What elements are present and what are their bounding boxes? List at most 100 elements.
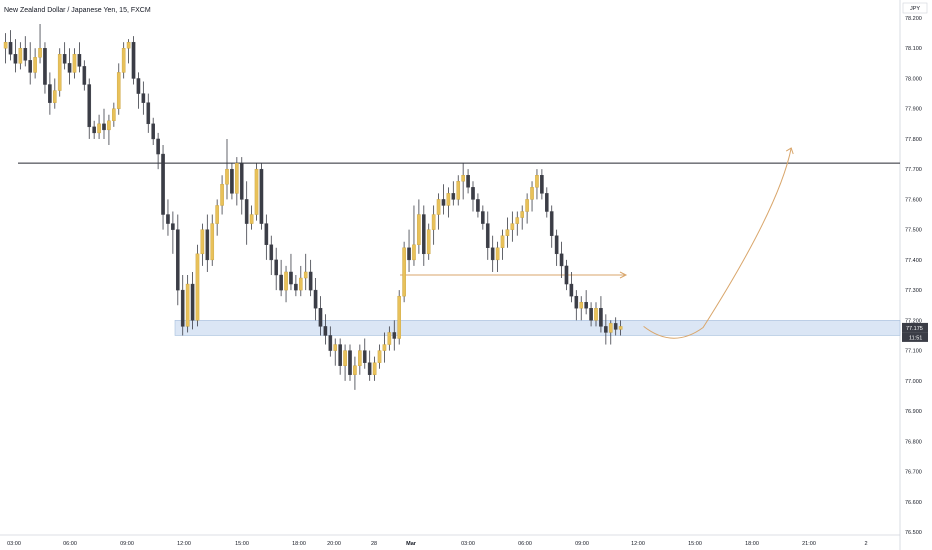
candle-up[interactable]: [112, 108, 116, 121]
candle-down[interactable]: [407, 247, 411, 261]
candle-up[interactable]: [195, 253, 200, 321]
candle-down[interactable]: [584, 302, 588, 309]
candle-down[interactable]: [151, 123, 156, 140]
candle-down[interactable]: [313, 289, 318, 309]
candle-down[interactable]: [102, 123, 106, 131]
candle-down[interactable]: [264, 223, 269, 245]
candle-down[interactable]: [92, 126, 96, 134]
candle-down[interactable]: [13, 54, 18, 64]
candle-up[interactable]: [225, 168, 229, 185]
candle-up[interactable]: [303, 271, 308, 279]
candle-down[interactable]: [589, 308, 593, 321]
projection-curve[interactable]: [643, 147, 792, 339]
candle-down[interactable]: [166, 214, 170, 224]
candle-down[interactable]: [485, 223, 490, 248]
candle-up[interactable]: [3, 41, 8, 49]
candle-up[interactable]: [210, 223, 215, 261]
candle-up[interactable]: [72, 54, 77, 73]
candle-down[interactable]: [367, 362, 372, 375]
candle-down[interactable]: [190, 283, 195, 321]
candle-down[interactable]: [294, 283, 298, 291]
candle-up[interactable]: [530, 187, 534, 200]
candle-down[interactable]: [323, 326, 328, 336]
candle-down[interactable]: [613, 323, 618, 330]
candle-down[interactable]: [476, 199, 480, 212]
candle-up[interactable]: [200, 229, 205, 255]
candle-down[interactable]: [87, 84, 92, 128]
candle-up[interactable]: [387, 332, 392, 345]
candle-up[interactable]: [594, 308, 598, 321]
candle-down[interactable]: [43, 48, 47, 85]
candle-down[interactable]: [338, 344, 342, 366]
candle-down[interactable]: [156, 138, 160, 155]
candle-down[interactable]: [569, 283, 574, 297]
candle-up[interactable]: [461, 175, 465, 182]
candle-up[interactable]: [235, 162, 239, 194]
candle-up[interactable]: [579, 302, 584, 309]
candle-up[interactable]: [299, 277, 303, 291]
candle-up[interactable]: [382, 344, 387, 351]
candle-down[interactable]: [549, 211, 554, 236]
candle-down[interactable]: [289, 271, 293, 285]
candle-up[interactable]: [107, 120, 111, 131]
mid-level-arrow[interactable]: [400, 271, 628, 279]
candle-down[interactable]: [171, 223, 175, 230]
candle-up[interactable]: [18, 48, 23, 64]
candle-up[interactable]: [436, 199, 441, 215]
candle-down[interactable]: [604, 326, 608, 333]
candle-up[interactable]: [358, 350, 362, 366]
candle-down[interactable]: [62, 54, 67, 64]
candle-down[interactable]: [175, 229, 180, 291]
candle-up[interactable]: [431, 214, 436, 230]
candle-down[interactable]: [348, 350, 352, 375]
candle-up[interactable]: [121, 48, 126, 73]
candle-down[interactable]: [244, 199, 249, 224]
candle-down[interactable]: [422, 214, 426, 255]
support-zone[interactable]: [174, 320, 901, 336]
candle-down[interactable]: [161, 153, 165, 215]
candle-down[interactable]: [141, 93, 146, 103]
candle-up[interactable]: [446, 193, 451, 206]
candle-down[interactable]: [205, 229, 210, 261]
candle-down[interactable]: [599, 308, 603, 327]
candle-up[interactable]: [412, 244, 416, 261]
candle-down[interactable]: [308, 271, 313, 291]
candle-up[interactable]: [510, 223, 515, 230]
candle-up[interactable]: [505, 229, 510, 236]
currency-badge[interactable]: [902, 2, 928, 14]
candle-up[interactable]: [456, 181, 461, 200]
candle-up[interactable]: [377, 350, 382, 363]
candle-down[interactable]: [490, 247, 495, 261]
candle-up[interactable]: [38, 48, 42, 58]
candle-down[interactable]: [318, 308, 323, 327]
candle-down[interactable]: [554, 235, 559, 255]
candle-down[interactable]: [274, 259, 279, 276]
candle-down[interactable]: [146, 102, 151, 125]
candle-down[interactable]: [136, 78, 141, 94]
candle-down[interactable]: [8, 41, 13, 55]
candle-up[interactable]: [525, 199, 529, 212]
candle-down[interactable]: [559, 253, 564, 267]
candle-up[interactable]: [284, 271, 288, 291]
candle-up[interactable]: [402, 247, 406, 297]
candle-up[interactable]: [254, 168, 259, 215]
candle-up[interactable]: [535, 175, 539, 188]
candle-up[interactable]: [495, 247, 500, 261]
candle-down[interactable]: [545, 193, 549, 212]
candle-up[interactable]: [372, 362, 377, 375]
candle-up[interactable]: [185, 283, 190, 327]
candle-down[interactable]: [77, 54, 82, 67]
candle-down[interactable]: [28, 60, 33, 73]
candle-up[interactable]: [333, 344, 338, 351]
candle-up[interactable]: [57, 54, 62, 91]
candle-up[interactable]: [426, 229, 431, 255]
candle-up[interactable]: [343, 350, 347, 366]
candle-down[interactable]: [451, 193, 456, 200]
candle-down[interactable]: [239, 162, 244, 200]
candle-down[interactable]: [180, 289, 185, 327]
candle-down[interactable]: [540, 175, 544, 194]
candle-down[interactable]: [441, 199, 446, 206]
candle-up[interactable]: [97, 123, 101, 134]
candle-down[interactable]: [82, 66, 87, 85]
